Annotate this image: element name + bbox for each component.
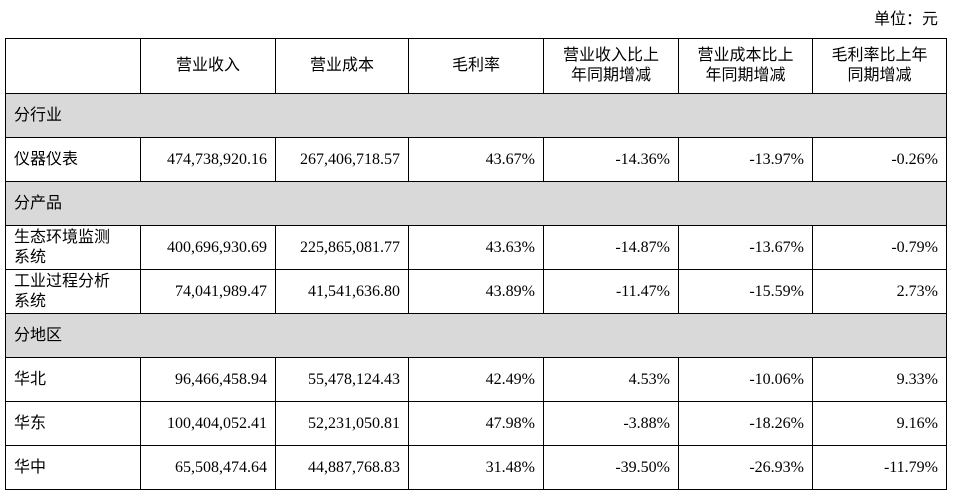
data-table: 营业收入 营业成本 毛利率 营业收入比上年同期增减 营业成本比上年同期增减 毛利率比上年同… — [5, 38, 947, 490]
unit-note: 单位：元 — [873, 11, 938, 28]
row-label: 华中 — [5, 445, 141, 490]
cell: -11.47% — [543, 269, 679, 314]
header-row: 营业收入 营业成本 毛利率 营业收入比上年同期增减 营业成本比上年同期增减 毛利率比上年同… — [5, 38, 947, 94]
cell: -18.26% — [678, 401, 813, 446]
cell: -39.50% — [543, 445, 679, 490]
cell: 74,041,989.47 — [140, 269, 276, 314]
row-label: 华北 — [5, 357, 141, 402]
row-label: 生态环境监测系统 — [5, 225, 141, 270]
cell: 100,404,052.41 — [140, 401, 276, 446]
cell: -13.67% — [678, 225, 813, 270]
section-title: 分行业 — [5, 93, 947, 138]
header-cell: 营业成本比上年同期增减 — [678, 38, 813, 94]
cell: 9.33% — [812, 357, 947, 402]
cell: -3.88% — [543, 401, 679, 446]
header-cell: 营业收入 — [140, 38, 276, 94]
header-cell: 毛利率比上年同期增减 — [812, 38, 947, 94]
cell: 42.49% — [408, 357, 544, 402]
cell: 400,696,930.69 — [140, 225, 276, 270]
cell: -10.06% — [678, 357, 813, 402]
data-row: 仪器仪表 474,738,920.16 267,406,718.57 43.67% -1… — [5, 137, 947, 182]
cell: 9.16% — [812, 401, 947, 446]
cell: 267,406,718.57 — [275, 137, 409, 182]
header-cell — [5, 38, 141, 94]
section-row: 分产品 — [5, 181, 947, 226]
data-row: 华中 65,508,474.64 44,887,768.83 31.48% -39.50… — [5, 445, 947, 490]
section-title: 分地区 — [5, 313, 947, 358]
cell: 65,508,474.64 — [140, 445, 276, 490]
cell: 43.63% — [408, 225, 544, 270]
header-cell: 营业收入比上年同期增减 — [543, 38, 679, 94]
cell: 41,541,636.80 — [275, 269, 409, 314]
cell: -11.79% — [812, 445, 947, 490]
cell: -14.36% — [543, 137, 679, 182]
cell: -15.59% — [678, 269, 813, 314]
cell: 474,738,920.16 — [140, 137, 276, 182]
cell: 43.89% — [408, 269, 544, 314]
header-cell: 营业成本 — [275, 38, 409, 94]
cell: 55,478,124.43 — [275, 357, 409, 402]
section-row: 分行业 — [5, 93, 947, 138]
row-label: 华东 — [5, 401, 141, 446]
data-row: 华东 100,404,052.41 52,231,050.81 47.98% -3.88… — [5, 401, 947, 446]
cell: 31.48% — [408, 445, 544, 490]
cell: -13.97% — [678, 137, 813, 182]
cell: -26.93% — [678, 445, 813, 490]
header-cell: 毛利率 — [408, 38, 544, 94]
cell: -0.26% — [812, 137, 947, 182]
cell: 4.53% — [543, 357, 679, 402]
data-row: 华北 96,466,458.94 55,478,124.43 42.49% 4.53% -… — [5, 357, 947, 402]
cell: 44,887,768.83 — [275, 445, 409, 490]
section-title: 分产品 — [5, 181, 947, 226]
data-row: 工业过程分析系统 74,041,989.47 41,541,636.80 43.89%… — [5, 269, 947, 314]
cell: 96,466,458.94 — [140, 357, 276, 402]
cell: 47.98% — [408, 401, 544, 446]
section-row: 分地区 — [5, 313, 947, 358]
data-row: 生态环境监测系统 400,696,930.69 225,865,081.77 43.6… — [5, 225, 947, 270]
cell: 225,865,081.77 — [275, 225, 409, 270]
row-label: 仪器仪表 — [5, 137, 141, 182]
cell: 52,231,050.81 — [275, 401, 409, 446]
cell: 43.67% — [408, 137, 544, 182]
row-label: 工业过程分析系统 — [5, 269, 141, 314]
cell: -0.79% — [812, 225, 947, 270]
cell: 2.73% — [812, 269, 947, 314]
cell: -14.87% — [543, 225, 679, 270]
